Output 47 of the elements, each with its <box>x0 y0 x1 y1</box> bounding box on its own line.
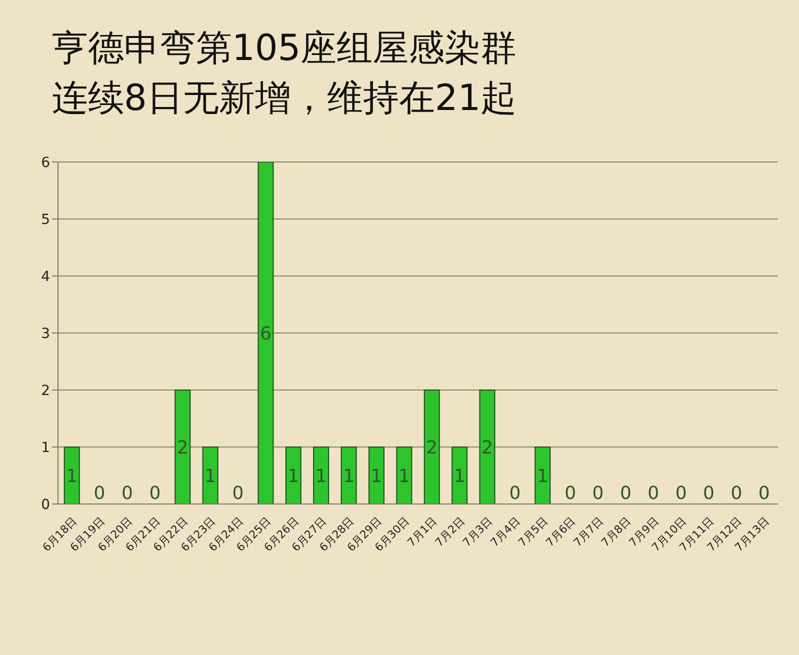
bar <box>202 446 218 504</box>
bar <box>479 390 496 504</box>
data-label: 2 <box>482 437 493 458</box>
data-label: 1 <box>343 466 355 487</box>
y-tick-label: 3 <box>41 326 50 342</box>
y-tick-label: 1 <box>41 440 50 456</box>
data-label: 1 <box>66 466 78 487</box>
data-label: 0 <box>122 483 133 504</box>
data-label: 1 <box>204 466 216 487</box>
y-tick-label: 4 <box>41 268 50 285</box>
data-label: 0 <box>509 483 521 504</box>
bar <box>64 446 80 504</box>
data-label: 0 <box>675 483 687 504</box>
y-tick-label: 5 <box>41 212 50 228</box>
data-label: 1 <box>288 466 300 487</box>
data-label: 0 <box>592 483 604 504</box>
data-label: 0 <box>758 483 770 504</box>
y-tick-label: 2 <box>41 382 50 399</box>
y-tick-label: 6 <box>41 154 50 171</box>
data-label: 0 <box>703 483 714 504</box>
bar <box>368 446 384 504</box>
data-label: 0 <box>94 483 106 504</box>
data-label: 2 <box>426 437 438 458</box>
data-label: 0 <box>232 483 244 504</box>
data-label: 0 <box>620 483 632 504</box>
data-label: 1 <box>536 466 548 487</box>
bar <box>313 446 330 504</box>
bar <box>534 446 551 504</box>
data-label: 6 <box>260 323 272 344</box>
bar <box>452 446 468 504</box>
bar <box>340 446 357 504</box>
data-label: 1 <box>398 466 410 487</box>
data-label: 0 <box>149 483 161 504</box>
bar <box>258 162 274 504</box>
data-label: 0 <box>648 483 660 504</box>
data-label: 2 <box>176 437 188 458</box>
y-tick-label: 0 <box>41 496 50 513</box>
bar <box>174 390 191 504</box>
data-label: 1 <box>370 466 382 487</box>
data-label: 1 <box>454 466 466 487</box>
data-label: 0 <box>730 483 742 504</box>
bar <box>396 446 412 504</box>
bar <box>285 446 302 504</box>
data-label: 1 <box>315 466 327 487</box>
data-label: 0 <box>564 483 576 504</box>
chart-title: 亨德申弯第105座组屋感染群连续8日无新增，维持在21起 <box>52 27 518 121</box>
bar <box>424 390 440 504</box>
